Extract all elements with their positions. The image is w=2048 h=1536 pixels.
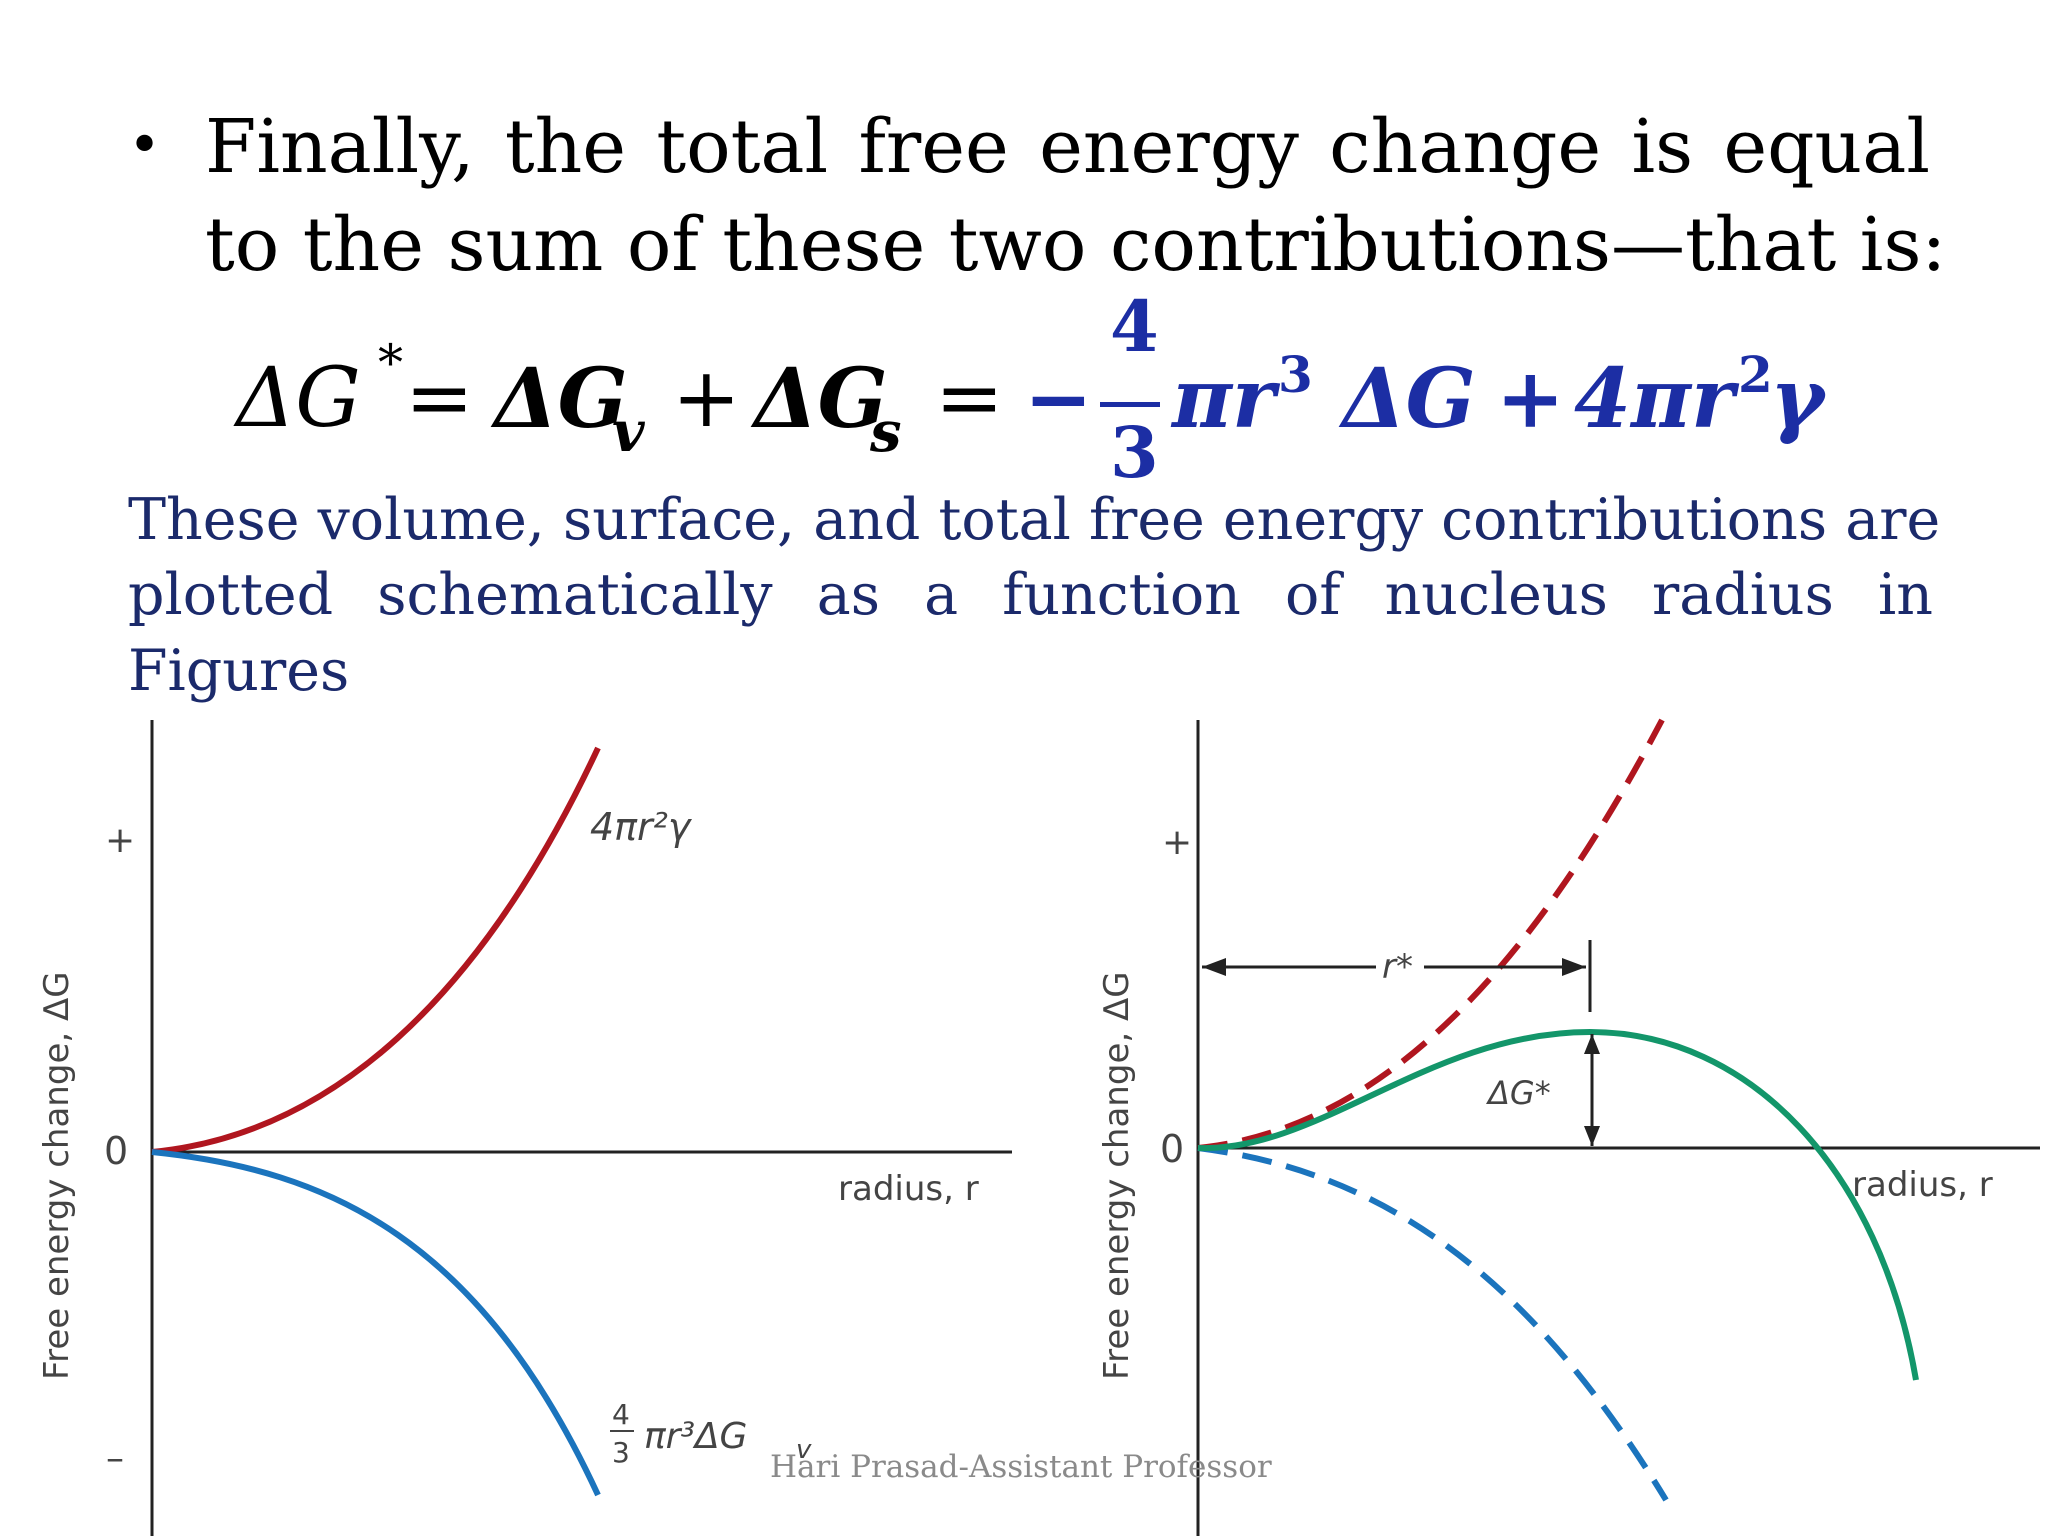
right-dG-star-arrow-up xyxy=(1584,1034,1600,1054)
right-tick-zero: 0 xyxy=(1160,1127,1184,1171)
eq-four-pi-r: 4πr xyxy=(1574,351,1735,447)
eq-equals-1: = xyxy=(405,351,474,446)
left-volume-label-sub: v xyxy=(796,1435,812,1465)
eq-plus-2: + xyxy=(1496,351,1565,447)
left-volume-label-rest: πr³ΔG xyxy=(644,1416,747,1457)
paragraph-line-1: These volume, surface, and total free en… xyxy=(128,487,1941,553)
footer-author: Hari Prasad-Assistant Professor xyxy=(770,1449,1272,1485)
eq-plus-1: + xyxy=(672,351,741,446)
right-r-star-label: r* xyxy=(1382,947,1413,987)
eq-lhs: ΔG xyxy=(236,351,361,446)
left-tick-minus: – xyxy=(106,1438,124,1479)
right-r-star-arrow-left xyxy=(1202,958,1226,976)
eq-gamma: γ xyxy=(1770,351,1825,447)
eq-term-v: ΔG xyxy=(494,351,628,447)
right-r-star-arrow-right xyxy=(1562,958,1586,976)
right-y-axis-label: Free energy change, ΔG xyxy=(1097,971,1137,1380)
left-volume-curve xyxy=(151,1149,601,1497)
right-total-curve xyxy=(1197,1028,1919,1381)
paragraph-line-2: plotted schematically as a function of n… xyxy=(128,562,1933,628)
left-volume-label-den: 3 xyxy=(612,1436,630,1469)
left-y-axis-label: Free energy change, ΔG xyxy=(37,971,77,1380)
right-r-star-label-bg xyxy=(1376,946,1424,986)
eq-frac-bar xyxy=(1100,402,1160,407)
eq-dG: ΔG xyxy=(1342,351,1476,447)
left-tick-plus: + xyxy=(105,820,135,861)
figure-right: r* ΔG* + 0 Free energy change, ΔG radius… xyxy=(1097,718,2040,1536)
eq-term-s: ΔG xyxy=(754,351,888,447)
eq-equals-2: = xyxy=(935,351,1004,446)
right-x-axis-label: radius, r xyxy=(1852,1165,1993,1205)
eq-frac-num: 4 xyxy=(1110,285,1159,368)
left-tick-zero: 0 xyxy=(104,1129,128,1173)
bullet-dot: • xyxy=(128,113,162,178)
right-dG-star-arrow-down xyxy=(1584,1126,1600,1146)
eq-minus: − xyxy=(1024,351,1093,447)
figure-left: + 0 – Free energy change, ΔG radius, r 4… xyxy=(37,720,1012,1536)
left-surface-curve xyxy=(151,746,601,1155)
paragraph-line-3: Figures xyxy=(128,638,350,704)
eq-sub-s: s xyxy=(870,399,902,465)
eq-pi-r: πr xyxy=(1172,351,1276,447)
eq-star: * xyxy=(378,334,403,392)
eq-exp-2: 2 xyxy=(1738,345,1773,404)
right-volume-curve xyxy=(1197,1145,1669,1502)
eq-exp-3: 3 xyxy=(1278,345,1313,404)
right-surface-curve xyxy=(1197,718,1665,1151)
bullet-line-1: Finally, the total free energy change is… xyxy=(205,104,1930,190)
left-x-axis-label: radius, r xyxy=(838,1169,979,1209)
bullet-line-2: to the sum of these two contributions—th… xyxy=(205,202,1947,288)
left-surface-label: 4πr²γ xyxy=(590,805,693,849)
eq-frac-den: 3 xyxy=(1110,411,1159,494)
right-dG-star-label: ΔG* xyxy=(1485,1074,1551,1112)
eq-sub-v: v xyxy=(612,399,645,465)
right-tick-plus: + xyxy=(1162,822,1192,863)
left-volume-label-num: 4 xyxy=(612,1398,630,1431)
